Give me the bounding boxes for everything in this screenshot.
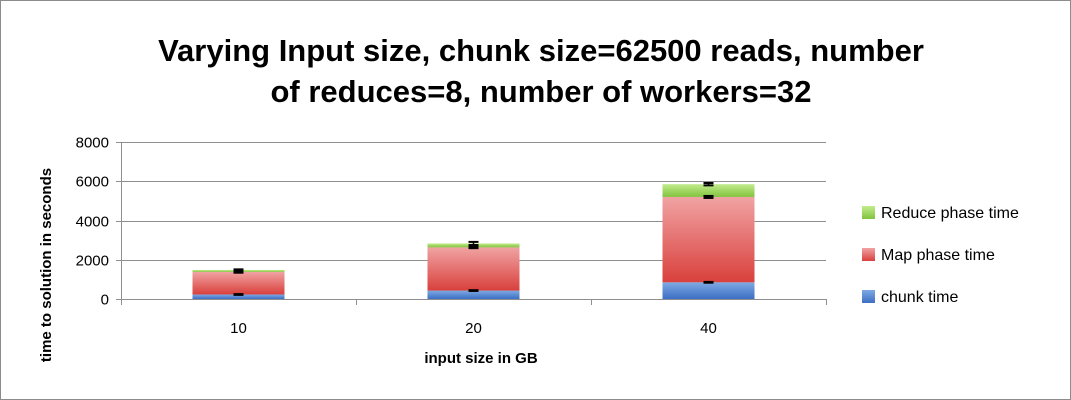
- y-tick-label: 8000: [76, 135, 109, 152]
- x-axis-title: input size in GB: [424, 350, 538, 367]
- legend-label: Reduce phase time: [881, 205, 1019, 222]
- legend: Reduce phase time Map phase time chunk tim…: [862, 205, 1019, 306]
- bar-map-phase-time-10: [192, 271, 285, 295]
- bar-map-phase-time-40: [662, 196, 755, 283]
- bar-map-phase-time-20: [427, 247, 520, 291]
- bars: [192, 184, 755, 299]
- axes: 0 2000 4000 6000 8000 10 20 40: [76, 135, 827, 337]
- chart-title-line-2: of reduces=8, number of workers=32: [271, 74, 812, 109]
- y-tick-label: 2000: [76, 253, 109, 270]
- chart-title-line-1: Varying Input size, chunk size=62500 rea…: [158, 33, 924, 68]
- legend-label: chunk time: [881, 289, 958, 306]
- legend-swatch: [862, 248, 875, 261]
- error-bars: [233, 182, 714, 296]
- legend-swatch: [862, 290, 875, 303]
- x-tick-label: 20: [465, 320, 482, 337]
- bar-chunk-time-10: [192, 294, 285, 299]
- legend-swatch: [862, 206, 875, 219]
- legend-label: Map phase time: [881, 247, 995, 264]
- bar-reduce-phase-time-40: [662, 184, 755, 197]
- bar-chunk-time-20: [427, 290, 520, 299]
- y-axis-title: time to solution in seconds: [38, 168, 55, 362]
- y-tick-label: 4000: [76, 214, 109, 231]
- x-tick-label: 40: [700, 320, 717, 337]
- x-tick-label: 10: [230, 320, 247, 337]
- y-tick-label: 6000: [76, 174, 109, 191]
- y-tick-label: 0: [101, 292, 109, 309]
- bar-chunk-time-40: [662, 282, 755, 299]
